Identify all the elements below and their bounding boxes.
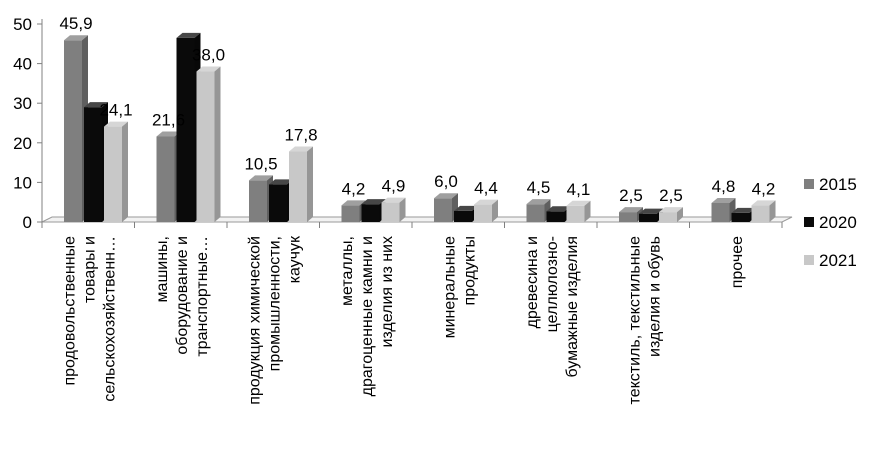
bar-2021-3	[381, 197, 406, 222]
data-label-2015-3: 4,2	[342, 179, 366, 198]
category-label-0: сельскохозяйственн…	[101, 236, 118, 402]
category-label-0: товары и	[81, 236, 98, 303]
bar-2021-1	[196, 66, 221, 223]
data-label-2021-2: 17,8	[284, 126, 317, 145]
bar-2021-5	[566, 200, 591, 222]
legend-swatch	[804, 217, 814, 227]
data-label-2015-2: 10,5	[244, 154, 277, 173]
data-label-2021-4: 4,4	[474, 179, 498, 198]
y-tick-label: 20	[13, 134, 32, 153]
legend-label: 2020	[819, 213, 857, 232]
data-label-2015-4: 6,0	[434, 172, 458, 191]
category-label-0: продовольственные	[61, 236, 78, 386]
category-label-3: драгоценные камни и	[359, 236, 376, 396]
bars	[64, 32, 776, 223]
data-label-2015-0: 45,9	[59, 14, 92, 33]
legend-item-2020: 2020	[804, 213, 857, 232]
category-label-7: прочее	[729, 236, 746, 288]
data-label-2015-5: 4,5	[527, 178, 551, 197]
category-labels: продовольственные товары и сельскохозяйств…	[61, 235, 746, 405]
y-tick-label: 10	[13, 173, 32, 192]
bar-2021-0	[104, 121, 128, 222]
data-label-2021-3: 4,9	[382, 177, 406, 196]
category-label-1: оборудование и	[174, 236, 191, 355]
category-label-5: целлюлозно-	[544, 236, 561, 332]
bar-2021-2	[289, 146, 313, 222]
data-label-2021-7: 4,2	[752, 179, 776, 198]
data-labels: 45,9 24,1 21,6 38,0 10,5 17,8 4,2 4,9 6,0 4,4 4,5 4…	[59, 14, 775, 205]
y-tick-label: 50	[13, 15, 32, 34]
legend-swatch	[804, 255, 814, 265]
category-label-4: продукты	[461, 236, 478, 305]
bar-2021-4	[474, 199, 498, 222]
legend: 2015 2020 2021	[804, 175, 857, 270]
data-label-2021-6: 2,5	[659, 186, 683, 205]
legend-item-2021: 2021	[804, 251, 857, 270]
category-label-2: промышленности,	[266, 236, 283, 371]
data-label-2021-1: 38,0	[192, 46, 225, 65]
legend-label: 2015	[819, 175, 857, 194]
data-label-2021-5: 4,1	[567, 180, 591, 199]
category-label-3: изделия из них	[379, 236, 396, 348]
data-label-2021-0: 24,1	[99, 101, 132, 120]
category-label-1: машины,	[154, 236, 171, 302]
category-label-6: изделия и обувь	[646, 236, 663, 357]
category-label-1: транспортные…	[194, 236, 211, 357]
bar-2015-3	[341, 200, 366, 222]
category-label-6: текстиль, текстильные	[626, 236, 643, 405]
category-label-2: продукция химической	[246, 236, 263, 405]
category-label-5: древесина и	[524, 236, 541, 328]
y-tick-label: 40	[13, 55, 32, 74]
category-label-5: бумажные изделия	[564, 236, 581, 377]
data-label-2015-7: 4,8	[712, 177, 736, 196]
bar-2021-7	[751, 200, 776, 222]
legend-item-2015: 2015	[804, 175, 857, 194]
legend-swatch	[804, 179, 814, 189]
data-label-2015-1: 21,6	[152, 110, 185, 129]
bar-2021-6	[659, 207, 683, 222]
data-label-2015-6: 2,5	[619, 186, 643, 205]
y-tick-label: 0	[23, 213, 32, 232]
y-tick-label: 30	[13, 94, 32, 113]
legend-label: 2021	[819, 251, 857, 270]
y-axis-ticks: 0 10 20 30 40 50	[13, 15, 42, 232]
category-label-2: каучук	[286, 235, 303, 283]
category-label-3: металлы,	[339, 236, 356, 306]
category-label-4: минеральные	[441, 236, 458, 338]
